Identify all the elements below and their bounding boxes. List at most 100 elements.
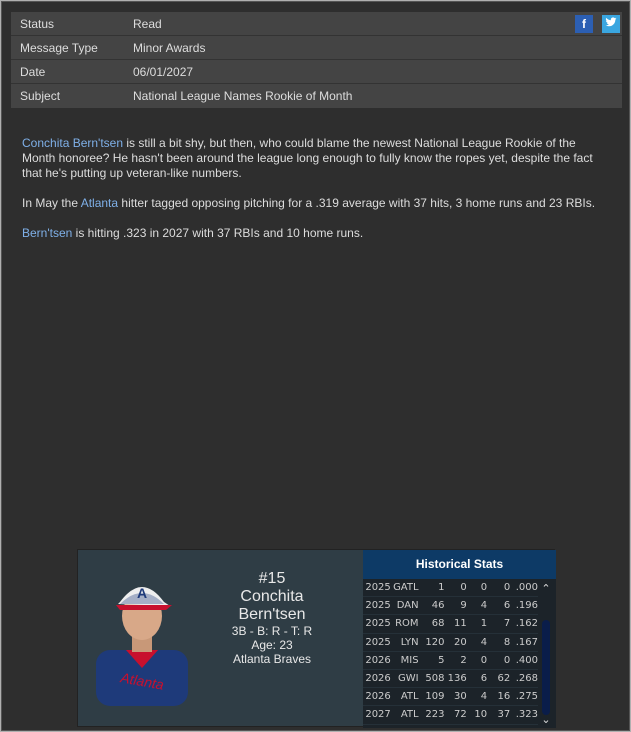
stats-cell: GWI xyxy=(397,672,419,684)
stats-cell: ATL xyxy=(400,709,419,721)
stats-row: 2026 MIS 5 2 0 0 .400 xyxy=(363,652,538,670)
stats-cell: 0 xyxy=(480,582,488,593)
stats-cell: 508 xyxy=(425,672,445,684)
message-body: Conchita Bern'tsen is still a bit shy, b… xyxy=(22,136,612,256)
player-age: Age: 23 xyxy=(251,638,293,652)
stats-cell: 20 xyxy=(453,636,467,648)
stats-cell: GATL xyxy=(393,582,419,593)
twitter-icon[interactable] xyxy=(602,15,620,33)
scroll-thumb[interactable] xyxy=(542,620,550,715)
player-photo[interactable]: A Atlanta xyxy=(96,572,188,706)
meta-row-type: Message Type Minor Awards xyxy=(11,36,622,60)
meta-label: Message Type xyxy=(20,41,98,55)
meta-label: Date xyxy=(20,65,46,79)
stats-row: 2025 DAN 46 9 4 6.196 xyxy=(363,597,538,616)
stats-cell: 2026 xyxy=(365,691,391,703)
stats-cell: 0 xyxy=(503,654,511,666)
stats-cell: 11 xyxy=(453,618,467,630)
historical-stats-title: Historical Stats xyxy=(363,550,556,579)
stats-cell: .162 xyxy=(515,618,538,630)
player-positions: 3B - B: R - T: R xyxy=(231,624,313,638)
player-team: Atlanta Braves xyxy=(232,652,312,666)
stats-cell: 1 xyxy=(438,582,445,593)
stats-cell: 4 xyxy=(480,636,488,648)
stats-cell: .323 xyxy=(515,709,538,721)
stats-cell: .196 xyxy=(515,600,538,612)
stats-cell: 0 xyxy=(480,654,488,666)
stats-row: 2025 ROM 68 11 1 7.162 xyxy=(363,615,538,634)
meta-label: Subject xyxy=(20,89,61,103)
stats-cell: 68 xyxy=(431,618,445,630)
historical-stats: Historical Stats 2025 GATL 1 0 0 0.000 2025 DAN… xyxy=(363,550,556,728)
meta-value: Minor Awards xyxy=(133,41,206,55)
stats-cell: 7 xyxy=(503,618,511,630)
paragraph-text: In May the xyxy=(22,196,81,210)
facebook-icon[interactable]: f xyxy=(575,15,593,33)
stats-cell: 2025 xyxy=(365,618,391,630)
stats-cell: 4 xyxy=(480,600,488,612)
paragraph-text: hitter tagged opposing pitching for a .3… xyxy=(118,196,596,210)
stats-cell: 16 xyxy=(497,691,511,703)
stats-row: 2025 LYN 120 20 4 8 .167 xyxy=(363,634,538,652)
paragraph: In May the Atlanta hitter tagged opposin… xyxy=(22,196,612,211)
stats-cell: LYN xyxy=(400,636,419,648)
scrollbar[interactable]: ⌃ ⌄ xyxy=(540,582,552,728)
stats-cell: ROM xyxy=(395,618,419,630)
stats-cell: .268 xyxy=(515,672,538,684)
stats-table: 2025 GATL 1 0 0 0.000 2025 DAN 46 9 4 6.196 2025 ROM 6… xyxy=(363,579,538,725)
stats-cell: 4 xyxy=(480,691,488,703)
stats-cell: 2 xyxy=(460,654,467,666)
meta-row-date: Date 06/01/2027 xyxy=(11,60,622,84)
stats-cell: ATL xyxy=(400,691,419,703)
stats-cell: 223 xyxy=(425,709,445,721)
stats-cell: 30 xyxy=(453,691,467,703)
stats-cell: 2026 xyxy=(365,672,391,684)
meta-label: Status xyxy=(20,17,55,31)
stats-cell: DAN xyxy=(396,600,419,612)
stats-cell: 2025 xyxy=(365,582,391,593)
stats-cell: 0 xyxy=(503,582,511,593)
stats-cell: 72 xyxy=(453,709,467,721)
stats-cell: 5 xyxy=(438,654,445,666)
stats-cell: 120 xyxy=(425,636,445,648)
team-link[interactable]: Atlanta xyxy=(80,196,119,210)
stats-cell: 10 xyxy=(474,709,488,721)
scroll-down-icon[interactable]: ⌄ xyxy=(541,714,551,726)
stats-cell: 2025 xyxy=(365,636,391,648)
svg-text:A: A xyxy=(137,585,147,601)
player-info: #15 Conchita Bern'tsen 3B - B: R - T: R … xyxy=(228,570,316,666)
meta-row-status: Status Read f xyxy=(11,12,622,36)
stats-cell: 6 xyxy=(503,600,511,612)
stats-cell: 109 xyxy=(425,691,445,703)
message-meta: Status Read f Message Type Minor Awards Da… xyxy=(11,12,622,108)
stats-cell: 2027 xyxy=(365,709,391,721)
player-first-name[interactable]: Conchita xyxy=(240,588,304,605)
paragraph-text: is still a bit shy, but then, who could … xyxy=(22,136,593,180)
stats-cell: 1 xyxy=(480,618,488,630)
stats-cell: 37 xyxy=(497,709,511,721)
paragraph: Bern'tsen is hitting .323 in 2027 with 3… xyxy=(22,226,612,241)
player-link[interactable]: Bern'tsen xyxy=(22,226,73,240)
stats-row: 2025 GATL 1 0 0 0 .000 xyxy=(363,579,538,598)
stats-cell: 8 xyxy=(503,636,511,648)
stats-cell: MIS xyxy=(400,654,419,666)
stats-cell: 46 xyxy=(431,600,445,612)
meta-value: 06/01/2027 xyxy=(133,65,194,79)
stats-cell: 0 xyxy=(460,582,467,593)
stats-row: 2027 ATL 223 72 10 37 .323 xyxy=(363,706,538,725)
scroll-up-icon[interactable]: ⌃ xyxy=(541,583,551,595)
stats-cell: 136 xyxy=(447,672,467,684)
stats-cell: .167 xyxy=(515,636,538,648)
stats-cell: 9 xyxy=(460,600,467,612)
stats-row: 2026 GWI 508 136 6 62 .268 xyxy=(363,670,538,689)
stats-cell: 2026 xyxy=(365,654,391,666)
stats-cell: .000 xyxy=(515,582,538,593)
stats-cell: 6 xyxy=(480,672,488,684)
player-link[interactable]: Conchita Bern'tsen xyxy=(22,136,124,150)
paragraph-text: is hitting .323 in 2027 with 37 RBIs and… xyxy=(72,226,364,240)
stats-cell: 62 xyxy=(497,672,511,684)
meta-value: National League Names Rookie of Month xyxy=(133,89,353,103)
player-number: #15 xyxy=(258,570,286,587)
player-last-name[interactable]: Bern'tsen xyxy=(238,606,306,623)
